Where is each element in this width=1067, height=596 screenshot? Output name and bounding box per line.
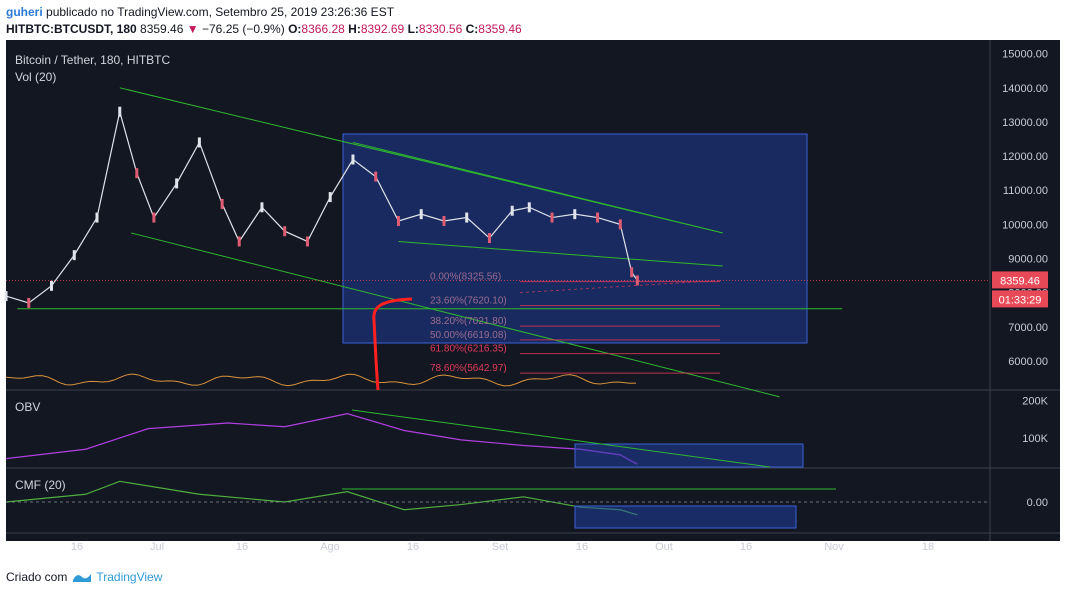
open-value: 8366.28 <box>301 22 345 36</box>
publish-info: guheri publicado no TradingView.com, Set… <box>6 5 394 19</box>
price-candle <box>596 212 600 223</box>
last-price-tag-bg <box>992 271 1048 289</box>
price-candle <box>374 171 378 182</box>
price-candle <box>510 205 514 216</box>
countdown-tag-bg <box>992 290 1048 308</box>
annotation-arc <box>372 297 413 391</box>
price-candle <box>95 212 99 223</box>
obv-trendline <box>351 409 771 468</box>
close-value: 8359.46 <box>478 22 522 36</box>
price-candle <box>573 209 577 220</box>
price-candle <box>487 233 491 244</box>
price-candle <box>152 212 156 223</box>
price-candle <box>305 236 309 247</box>
obv-tick-label: 200K <box>1022 396 1048 408</box>
price-tick-label: 13000.00 <box>1002 117 1048 129</box>
price-candle <box>283 226 287 237</box>
price-candle <box>50 280 54 291</box>
obv-tick-label: 100K <box>1022 433 1048 445</box>
price-change: −76.25 (−0.9%) <box>202 22 285 36</box>
symbol-label: HITBTC:BTCUSDT, 180 <box>6 22 137 36</box>
volume-ma-line <box>5 373 637 387</box>
price-candle <box>27 297 31 308</box>
price-candle <box>260 202 264 213</box>
ohlc-line: HITBTC:BTCUSDT, 180 8359.46 ▼ −76.25 (−0… <box>6 22 522 36</box>
fib-level-label: 78.60%(5642.97) <box>430 363 507 374</box>
trendline-main-lower <box>131 232 780 398</box>
price-candle <box>465 212 469 223</box>
price-candle <box>237 236 241 247</box>
cmf-label: CMF (20) <box>15 478 66 492</box>
price-candle <box>328 192 332 203</box>
low-value: 8330.56 <box>418 22 463 36</box>
footer: Criado com TradingView <box>6 570 162 584</box>
fib-level-label: 50.00%(6619.08) <box>430 330 507 341</box>
created-with-text: Criado com <box>6 570 68 584</box>
cmf-tick-label: 0.00 <box>1027 497 1048 509</box>
volume-label: Vol (20) <box>15 70 56 84</box>
price-tick-label: 7000.00 <box>1008 322 1048 334</box>
down-triangle-icon: ▼ <box>186 22 199 36</box>
cmf-box <box>574 505 797 529</box>
price-tick-label: 14000.00 <box>1002 83 1048 95</box>
plot-background <box>6 40 990 541</box>
price-candle <box>197 137 201 148</box>
time-tick-label: 18 <box>922 541 934 553</box>
close-label: C: <box>465 22 479 36</box>
price-candle <box>72 250 76 261</box>
published-text: publicado no TradingView.com, Setembro 2… <box>46 5 395 19</box>
last-price-tag: 8359.46 <box>1000 275 1040 287</box>
trendline-inner-upper <box>352 141 723 234</box>
price-tick-label: 9000.00 <box>1008 254 1048 266</box>
price-candle <box>442 215 446 226</box>
price-candle <box>396 215 400 226</box>
time-tick-label: Set <box>492 541 509 553</box>
time-tick-label: Nov <box>824 541 844 553</box>
high-label: H: <box>348 22 361 36</box>
price-tick-label: 11000.00 <box>1003 185 1048 197</box>
high-value: 8392.69 <box>360 22 405 36</box>
price-candle <box>635 275 639 286</box>
price-tick-label: 12000.00 <box>1002 151 1048 163</box>
price-candle <box>630 267 634 278</box>
price-candle <box>220 198 224 209</box>
fib-level-label: 38.20%(7021.80) <box>430 316 507 327</box>
price-tick-label: 6000.00 <box>1008 356 1048 368</box>
time-tick-label: 16 <box>407 541 419 553</box>
fib-level-label: 23.60%(7620.10) <box>430 296 507 307</box>
price-candle <box>118 106 122 117</box>
publisher-name[interactable]: guheri <box>6 5 43 19</box>
time-tick-label: Jul <box>150 541 164 553</box>
time-tick-label: 16 <box>740 541 752 553</box>
fib-level-label: 61.80%(6216.35) <box>430 344 507 355</box>
price-candle <box>527 202 531 213</box>
price-candle <box>4 291 8 302</box>
trendline-inner-lower <box>398 240 723 267</box>
tradingview-link[interactable]: TradingView <box>96 570 163 584</box>
chart-title: Bitcoin / Tether, 180, HITBTC <box>15 53 171 67</box>
time-tick-label: Ago <box>320 541 340 553</box>
price-candle <box>419 209 423 220</box>
price-candle <box>175 178 179 189</box>
time-tick-label: 16 <box>236 541 248 553</box>
low-label: L: <box>407 22 419 36</box>
open-label: O: <box>288 22 302 36</box>
time-tick-label: 16 <box>71 541 83 553</box>
time-tick-label: Out <box>655 541 673 553</box>
pattern-box <box>342 133 808 344</box>
price-tick-label: 15000.00 <box>1002 49 1048 61</box>
price-candle <box>550 212 554 223</box>
price-candle <box>618 219 622 230</box>
price-candle <box>351 154 355 165</box>
last-price: 8359.46 <box>140 22 184 36</box>
price-candle <box>135 168 139 179</box>
time-tick-label: 16 <box>576 541 588 553</box>
obv-label: OBV <box>15 400 40 414</box>
price-tick-label: 10000.00 <box>1002 219 1048 231</box>
fib-level-label: 0.00%(8325.56) <box>430 272 501 283</box>
tradingview-logo-icon <box>73 574 92 582</box>
countdown-tag: 01:33:29 <box>999 294 1042 306</box>
